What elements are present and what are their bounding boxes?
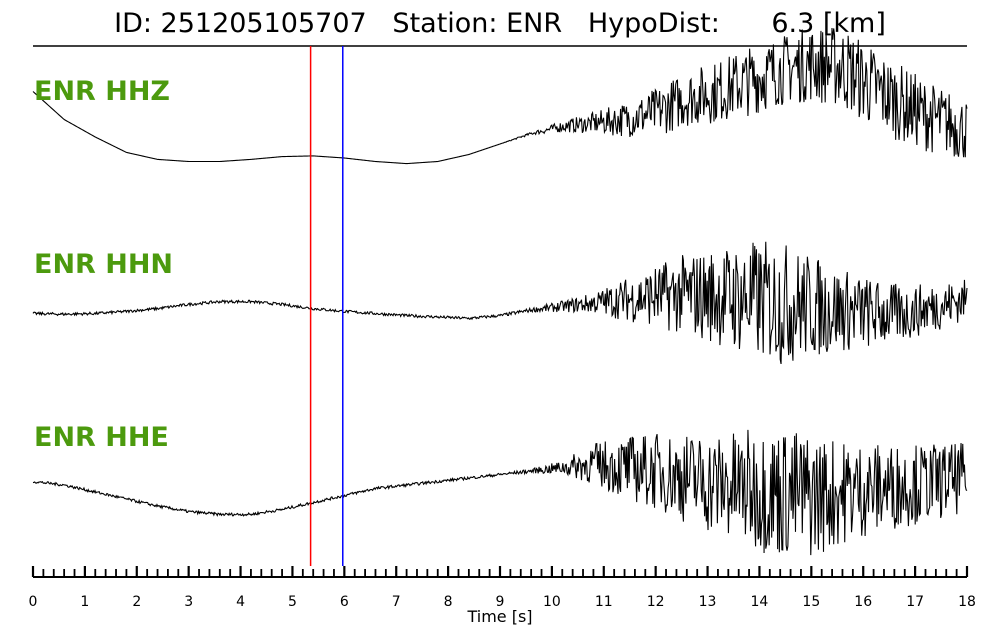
x-tick-label: 9 [496,594,505,610]
chart-title: ID: 251205105707 Station: ENR HypoDist: … [114,8,886,39]
time-axis: 0 1 2 3 4 5 6 7 8 9 10 11 12 13 14 15 16 17 18 [29,566,976,610]
x-tick-label: 11 [595,594,613,610]
x-tick-label: 5 [288,594,297,610]
trace-label-enr-hhz: ENR HHZ [34,76,170,107]
x-tick-label: 3 [184,594,193,610]
x-tick-label: 0 [29,594,38,610]
waveform-enr-hhn [32,241,968,365]
x-tick-label: 15 [802,594,820,610]
x-tick-label: 7 [392,594,401,610]
x-tick-label: 1 [80,594,89,610]
waveform-enr-hhe [32,429,968,556]
x-tick-label: 18 [958,594,976,610]
x-tick-label: 16 [854,594,872,610]
x-tick-label: 13 [699,594,717,610]
phase-picks-group [309,46,344,566]
traces-group [32,27,968,556]
x-tick-label: 12 [647,594,665,610]
x-tick-label: 17 [906,594,924,610]
x-tick-label: 8 [444,594,453,610]
waveform-enr-hhz [32,27,968,165]
x-tick-label: 4 [236,594,245,610]
trace-label-enr-hhe: ENR HHE [34,422,169,453]
x-tick-label: 14 [751,594,769,610]
x-axis-label: Time [s] [466,607,532,626]
trace-labels-group: ENR HHZ ENR HHN ENR HHE [34,76,173,453]
x-tick-label: 6 [340,594,349,610]
trace-label-enr-hhn: ENR HHN [34,249,173,280]
x-tick-label: 10 [543,594,561,610]
x-tick-label: 2 [132,594,141,610]
